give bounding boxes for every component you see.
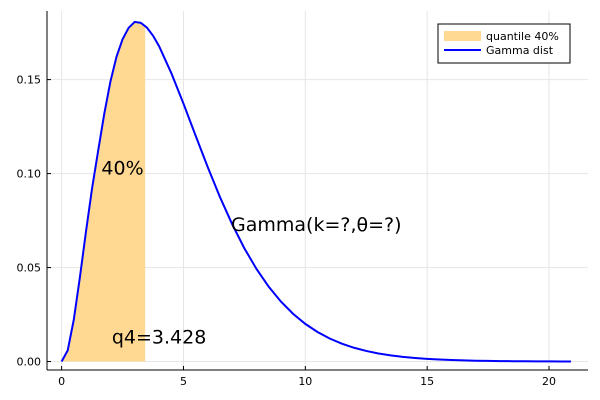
quantile-area bbox=[61, 21, 146, 362]
x-tick-label: 5 bbox=[180, 375, 187, 388]
legend: quantile 40% Gamma dist bbox=[437, 23, 571, 64]
annotation-label: 40% bbox=[101, 158, 143, 180]
x-tick-label: 15 bbox=[420, 375, 434, 388]
axes bbox=[46, 11, 588, 371]
legend-label-gamma: Gamma dist bbox=[486, 44, 554, 57]
y-tick-label: 0.05 bbox=[17, 262, 42, 275]
annotations: 40% Gamma(k=?,θ=?) q4=3.428 bbox=[101, 158, 401, 349]
y-tick-label: 0.10 bbox=[17, 168, 42, 181]
y-tick-label: 0.15 bbox=[17, 74, 42, 87]
y-tick-label: 0.00 bbox=[17, 356, 42, 369]
x-tick-label: 10 bbox=[298, 375, 312, 388]
annotation-label: q4=3.428 bbox=[112, 327, 206, 349]
x-tick-label: 20 bbox=[542, 375, 556, 388]
gamma-pdf-line bbox=[60, 20, 571, 363]
x-tick-label: 0 bbox=[58, 375, 65, 388]
tick-labels: 0 5 10 15 20 0.00 0.05 0.10 0.15 bbox=[17, 74, 557, 388]
legend-label-quantile: quantile 40% bbox=[486, 30, 559, 43]
legend-swatch-quantile bbox=[444, 31, 481, 41]
annotation-label: Gamma(k=?,θ=?) bbox=[231, 214, 402, 236]
legend-box bbox=[437, 23, 571, 64]
